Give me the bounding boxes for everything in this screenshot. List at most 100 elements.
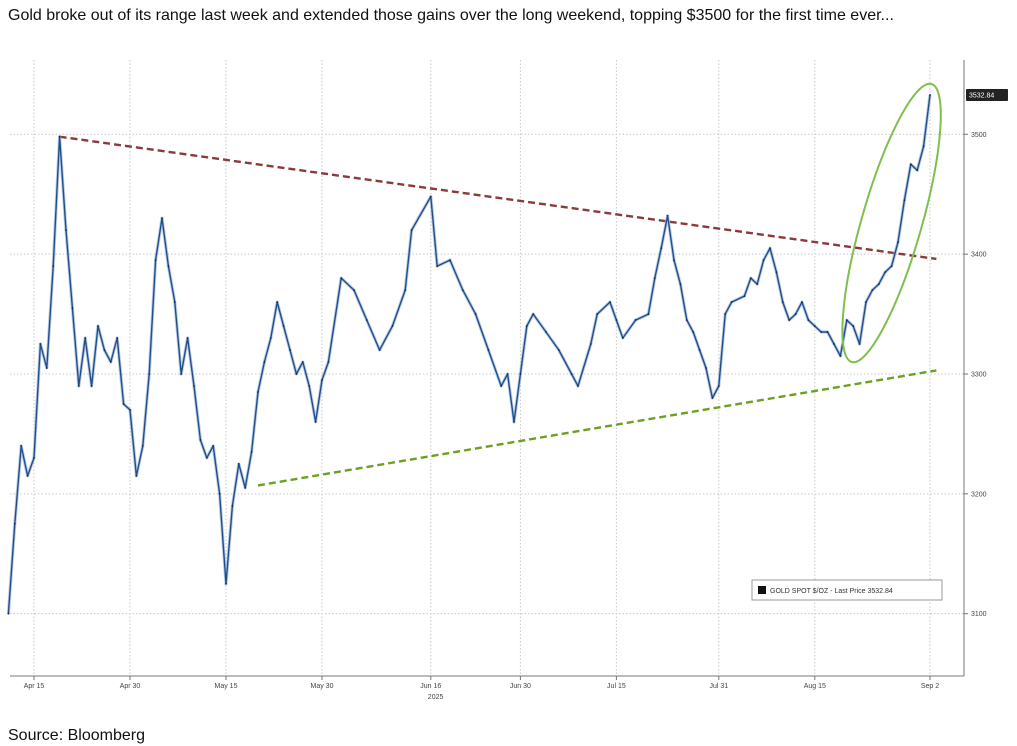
price-series <box>6 94 932 615</box>
breakout-ellipse <box>841 82 942 364</box>
price-point <box>666 214 669 217</box>
x-tick-label: Jul 15 <box>607 683 626 690</box>
price-point <box>269 337 272 339</box>
x-tick-label: Jun 30 <box>510 683 531 690</box>
price-point <box>97 325 99 327</box>
price-point <box>673 259 675 262</box>
price-point <box>813 325 816 327</box>
price-point <box>698 349 701 351</box>
gold-price-chart: 3100 3200 3300 3400 3500 3532.84 Apr 15 Apr 30… <box>6 60 1008 701</box>
price-point <box>314 421 317 423</box>
price-point <box>103 349 106 351</box>
price-point <box>276 301 279 303</box>
x-axis-title: 2025 <box>428 694 444 701</box>
price-point <box>180 373 183 375</box>
x-tick-label: May 15 <box>215 683 238 690</box>
price-point <box>327 361 330 363</box>
y-tick-label: 3200 <box>971 491 987 498</box>
price-point <box>769 247 771 250</box>
price-point <box>135 474 138 477</box>
price-point <box>52 265 55 268</box>
legend-swatch <box>758 586 766 594</box>
price-point <box>77 385 80 387</box>
price-point <box>116 337 119 339</box>
price-point <box>833 343 835 345</box>
price-point <box>500 385 503 387</box>
price-point <box>474 313 477 315</box>
price-point <box>167 265 170 268</box>
price-point <box>289 349 291 351</box>
price-point <box>244 486 247 489</box>
price-point <box>653 277 656 280</box>
price-point <box>129 409 131 411</box>
x-tick-label: Jul 31 <box>709 683 728 690</box>
legend-frame <box>751 579 943 601</box>
price-point <box>199 439 202 441</box>
price-point <box>724 313 727 315</box>
price-point <box>858 343 861 345</box>
price-point <box>205 456 208 459</box>
price-point <box>193 385 195 387</box>
price-point <box>647 313 650 315</box>
price-point <box>890 265 893 268</box>
price-line <box>7 94 931 614</box>
price-point <box>295 373 298 375</box>
price-point <box>922 145 925 148</box>
price-point <box>84 337 87 339</box>
price-point <box>756 283 759 286</box>
price-point <box>826 331 829 333</box>
price-point <box>916 169 919 172</box>
price-point <box>436 265 439 268</box>
price-point <box>410 229 413 232</box>
y-tick-label: 3100 <box>971 611 987 618</box>
price-point <box>365 319 368 321</box>
price-point <box>634 319 637 321</box>
price-point <box>65 229 67 232</box>
price-point <box>301 361 304 363</box>
price-point <box>225 582 227 585</box>
x-tick-label: Aug 15 <box>804 683 826 690</box>
price-point <box>231 504 234 507</box>
price-point <box>852 325 855 327</box>
y-tick-label: 3500 <box>971 132 987 139</box>
price-point <box>282 325 285 327</box>
price-point <box>7 612 10 615</box>
price-point <box>775 271 778 274</box>
price-point <box>449 259 451 262</box>
price-point <box>218 492 221 495</box>
price-point <box>781 301 784 303</box>
price-point <box>154 259 157 262</box>
breakout-highlight <box>841 82 942 364</box>
x-tick-label: Sep 2 <box>921 683 939 690</box>
price-point <box>429 195 432 198</box>
price-point <box>794 313 797 315</box>
legend-label: GOLD SPOT $/OZ - Last Price 3532.84 <box>770 588 893 595</box>
price-point <box>109 361 112 363</box>
price-point <box>615 319 618 321</box>
price-point <box>762 259 765 262</box>
support-trendline <box>257 369 937 487</box>
price-point <box>570 373 573 375</box>
price-point <box>71 307 74 309</box>
price-point <box>596 313 599 315</box>
price-point <box>461 289 464 292</box>
resistance-trendline <box>59 135 937 261</box>
x-tick-label: Apr 30 <box>120 683 141 690</box>
price-point <box>263 361 266 363</box>
last-price-label: 3532.84 <box>969 92 994 99</box>
price-point <box>13 522 16 525</box>
price-point <box>839 355 842 357</box>
price-point <box>321 379 323 381</box>
price-point <box>807 319 810 321</box>
x-tick-label: May 30 <box>311 683 334 690</box>
price-point <box>717 385 720 387</box>
price-point <box>404 289 407 292</box>
price-point <box>506 373 509 375</box>
price-point <box>679 283 682 286</box>
price-point <box>20 444 23 447</box>
price-point <box>45 367 48 369</box>
price-point <box>577 385 579 387</box>
price-point <box>557 349 560 351</box>
price-point <box>545 331 547 333</box>
price-point <box>391 325 394 327</box>
